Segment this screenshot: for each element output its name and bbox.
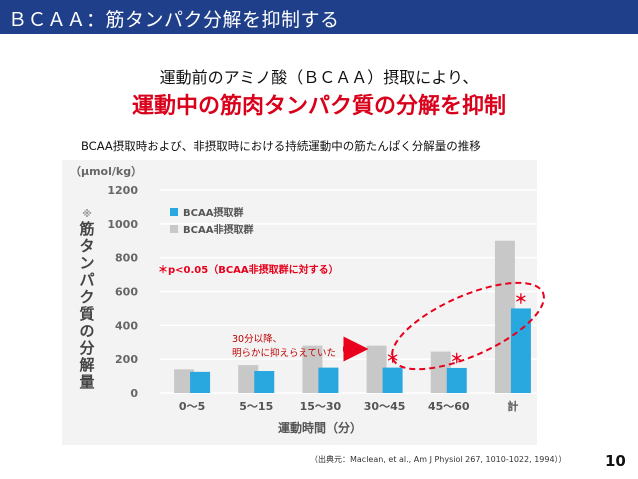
bar-bcaa	[190, 371, 211, 393]
x-tick-label: 計	[507, 399, 518, 413]
y-axis-label-char: 解	[79, 356, 94, 374]
y-axis-label-char: 筋	[78, 220, 94, 238]
annotation-text: 30分以降、 明らかに抑えらえていた	[232, 333, 336, 361]
bar-bcaa	[318, 367, 339, 393]
slide-header: ＢＣＡＡ：筋タンパク分解を抑制する	[0, 0, 638, 34]
significance-star: ＊	[450, 352, 463, 367]
bar-bcaa	[254, 371, 275, 393]
x-tick-label: 0～5	[179, 400, 205, 413]
y-unit-label: （μmol/kg）	[70, 165, 142, 178]
y-axis-label-char: ※	[82, 208, 92, 220]
highlight-ellipse	[391, 281, 545, 371]
significance-star: ＊	[514, 292, 527, 307]
y-axis-label-char: 分	[79, 339, 94, 357]
subtitle-line-1: 運動前のアミノ酸（ＢＣＡＡ）摂取により、	[159, 68, 479, 87]
chart-caption: BCAA摂取時および、非摂取時における持続運動中の筋たんぱく分解量の推移	[81, 139, 481, 153]
legend-swatch	[170, 225, 178, 233]
bar-non-bcaa	[238, 365, 259, 393]
x-tick-label: 45～60	[428, 400, 470, 413]
chart-background	[62, 160, 537, 445]
source-citation: （出典元：Maclean, et al., Am J Physiol 267, …	[310, 455, 567, 464]
legend-label: BCAA非摂取群	[183, 223, 253, 236]
bar-non-bcaa	[302, 345, 323, 393]
subtitle-line-2: 運動中の筋肉タンパク質の分解を抑制	[131, 94, 506, 119]
page-number: 10	[605, 452, 626, 470]
y-tick-label: 800	[115, 252, 138, 265]
y-axis-label-char: 質	[79, 305, 94, 323]
legend-swatch	[170, 208, 178, 216]
y-axis-label-char: の	[79, 322, 94, 340]
y-axis-label-char: タ	[79, 237, 94, 255]
y-tick-label: 1000	[107, 218, 138, 231]
annotation-line-1: 30分以降、	[232, 334, 283, 345]
x-tick-label: 5～15	[239, 400, 273, 413]
y-axis-label-char: ン	[79, 254, 94, 272]
y-axis-label-char: パ	[79, 271, 94, 289]
x-tick-label: 30～45	[364, 400, 406, 413]
x-axis-label: 運動時間（分）	[278, 420, 362, 435]
legend-label: BCAA摂取群	[183, 206, 243, 219]
bar-bcaa	[510, 308, 531, 393]
y-axis-label-char: ク	[79, 288, 94, 306]
y-tick-label: 200	[115, 353, 138, 366]
slide-title: ＢＣＡＡ：筋タンパク分解を抑制する	[8, 9, 340, 31]
bar-non-bcaa	[430, 351, 451, 393]
y-tick-label: 0	[130, 387, 138, 400]
bar-non-bcaa	[494, 240, 515, 393]
x-tick-label: 15～30	[300, 400, 342, 413]
y-tick-label: 400	[115, 319, 138, 332]
bar-non-bcaa	[366, 345, 387, 393]
annotation-line-2: 明らかに抑えらえていた	[232, 348, 337, 359]
bar-non-bcaa	[174, 369, 195, 393]
bar-bcaa	[382, 367, 403, 393]
y-tick-label: 1200	[107, 184, 138, 197]
y-axis-label-char: 量	[79, 373, 94, 391]
significance-note: ＊p<0.05（BCAA非摂取群に対する）	[158, 263, 339, 276]
bar-bcaa	[446, 367, 467, 393]
y-tick-label: 600	[115, 286, 138, 299]
